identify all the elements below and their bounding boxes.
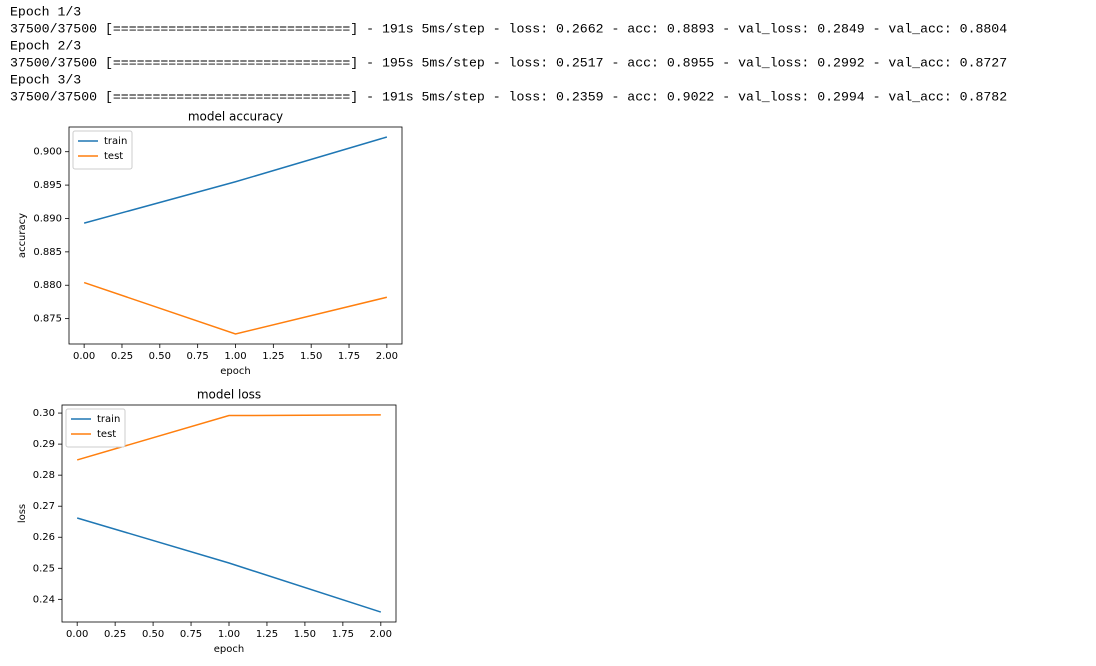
x-tick-label: 1.75 xyxy=(332,629,354,640)
log-line: 37500/37500 [===========================… xyxy=(10,55,1007,70)
x-tick-label: 2.00 xyxy=(376,351,398,362)
x-tick-label: 0.50 xyxy=(149,351,171,362)
y-tick-label: 0.875 xyxy=(33,314,62,325)
x-tick-label: 1.50 xyxy=(300,351,322,362)
series-line xyxy=(76,414,381,461)
log-line: Epoch 2/3 xyxy=(10,38,81,53)
series-line xyxy=(83,136,388,224)
y-tick-label: 0.880 xyxy=(33,280,62,291)
axes-frame xyxy=(68,126,403,345)
y-tick-label: 0.885 xyxy=(33,247,62,258)
legend-label: train xyxy=(97,414,120,425)
y-tick-label: 0.30 xyxy=(33,408,55,419)
legend-label: test xyxy=(104,151,123,162)
x-tick-label: 1.75 xyxy=(338,351,360,362)
y-axis-label: loss xyxy=(17,504,28,523)
y-tick-label: 0.24 xyxy=(33,594,55,605)
y-tick-label: 0.895 xyxy=(33,180,62,191)
chart-title: model accuracy xyxy=(188,110,283,124)
x-tick-label: 1.25 xyxy=(256,629,278,640)
x-tick-label: 1.00 xyxy=(218,629,240,640)
x-tick-label: 0.00 xyxy=(73,351,95,362)
y-axis-label: accuracy xyxy=(17,213,28,258)
series-line xyxy=(83,281,388,335)
x-tick-label: 0.25 xyxy=(104,629,126,640)
axes-frame xyxy=(61,404,397,623)
log-line: Epoch 1/3 xyxy=(10,4,81,19)
log-line: Epoch 3/3 xyxy=(10,72,81,87)
series-line xyxy=(76,517,382,613)
y-tick-label: 0.900 xyxy=(33,147,62,158)
y-tick-label: 0.890 xyxy=(33,213,62,224)
legend-label: test xyxy=(97,429,116,440)
x-tick-label: 1.25 xyxy=(262,351,284,362)
x-tick-label: 0.75 xyxy=(187,351,209,362)
y-tick-label: 0.28 xyxy=(33,470,55,481)
y-tick-label: 0.26 xyxy=(33,532,55,543)
chart-title: model loss xyxy=(197,388,261,402)
y-tick-label: 0.27 xyxy=(33,501,55,512)
x-tick-label: 1.00 xyxy=(224,351,246,362)
x-tick-label: 2.00 xyxy=(370,629,392,640)
log-line: 37500/37500 [===========================… xyxy=(10,21,1007,36)
x-tick-label: 0.50 xyxy=(142,629,164,640)
x-tick-label: 0.75 xyxy=(180,629,202,640)
y-tick-label: 0.25 xyxy=(33,563,55,574)
x-axis-label: epoch xyxy=(220,366,250,377)
legend-label: train xyxy=(104,136,127,147)
x-axis-label: epoch xyxy=(214,644,244,655)
x-tick-label: 0.00 xyxy=(66,629,88,640)
x-tick-label: 0.25 xyxy=(111,351,133,362)
log-line: 37500/37500 [===========================… xyxy=(10,89,1007,104)
y-tick-label: 0.29 xyxy=(33,439,55,450)
x-tick-label: 1.50 xyxy=(294,629,316,640)
